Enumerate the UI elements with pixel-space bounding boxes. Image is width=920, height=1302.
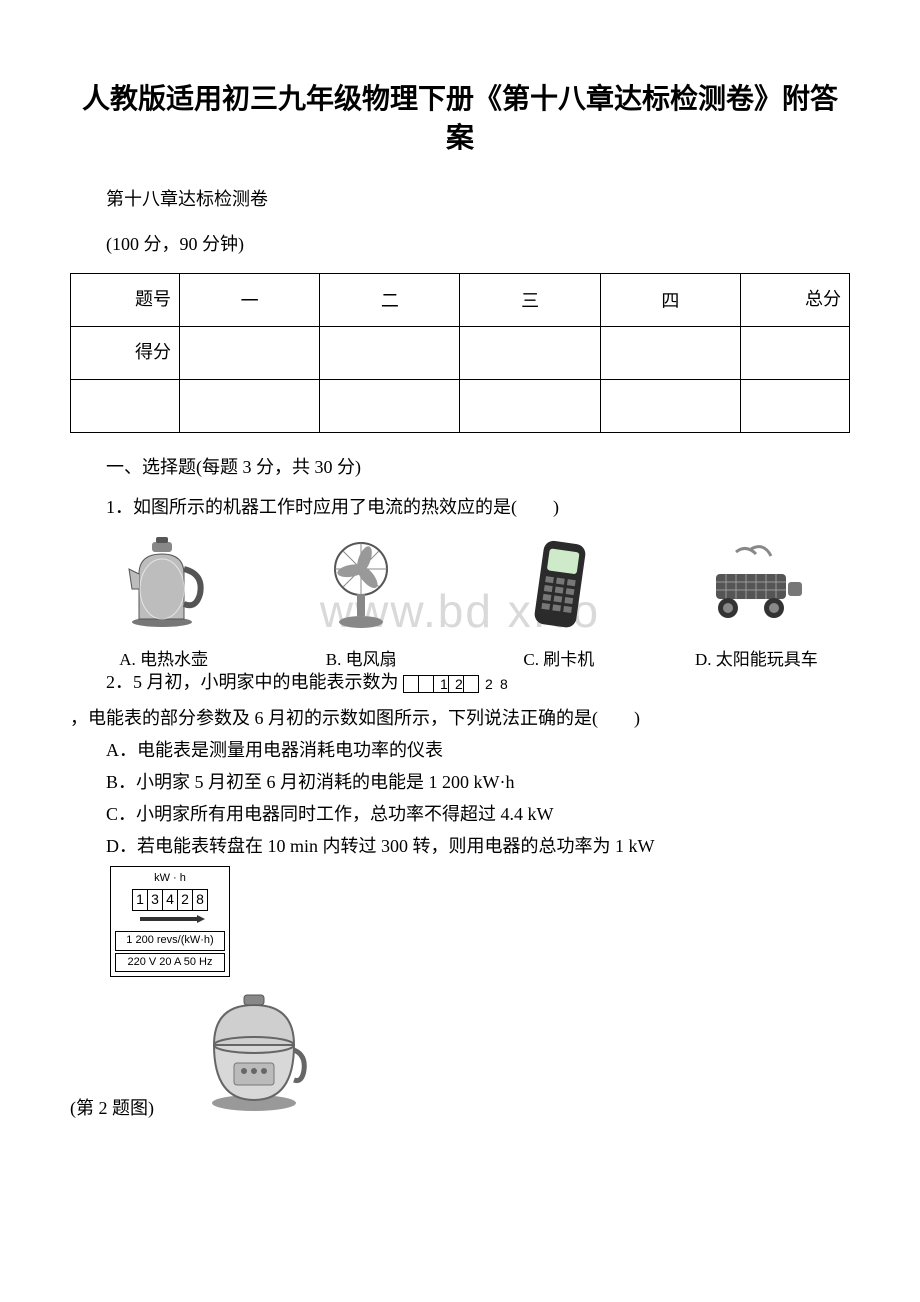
kettle-icon: [94, 529, 234, 639]
energy-meter-figure: kW · h 1 3 4 2 8 1 200 revs/(kW·h) 220 V…: [110, 866, 230, 977]
digit: 2: [449, 676, 464, 692]
digit: 2: [434, 676, 449, 692]
q2-stem-part1: 2．5 月初，小明家中的电能表示数为: [106, 672, 399, 692]
option-caption: C. 刷卡机: [523, 645, 594, 670]
digit: 3: [148, 890, 163, 910]
meter-revs: 1 200 revs/(kW·h): [115, 931, 225, 950]
q1-options-row: A. 电热水壶 B. 电风扇: [70, 529, 850, 670]
digit: 2: [419, 676, 434, 692]
col-header-label: 题号: [71, 273, 180, 326]
chapter-subtitle: 第十八章达标检测卷: [70, 182, 850, 216]
blank-cell: [600, 379, 740, 432]
solarcar-icon: [686, 529, 826, 639]
col-three: 三: [460, 273, 600, 326]
blank-cell: [740, 379, 849, 432]
score-cell: [460, 326, 600, 379]
blank-cell: [460, 379, 600, 432]
blank-cell: [180, 379, 320, 432]
q2-option-d: D．若电能表转盘在 10 min 内转过 300 转，则用电器的总功率为 1 k…: [70, 832, 850, 858]
q2-stem-line2: ，电能表的部分参数及 6 月初的示数如图所示，下列说法正确的是( ): [70, 704, 850, 730]
col-two: 二: [320, 273, 460, 326]
score-table: 题号 一 二 三 四 总分 得分: [70, 273, 850, 433]
score-cell: [600, 326, 740, 379]
row-score-label: 得分: [71, 326, 180, 379]
meter-rating: 220 V 20 A 50 Hz: [115, 953, 225, 972]
digit: 1: [133, 890, 148, 910]
table-row: 题号 一 二 三 四 总分: [71, 273, 850, 326]
rice-cooker-icon: [194, 985, 314, 1120]
digit: 4: [163, 890, 178, 910]
digit: 8: [464, 676, 478, 692]
meter-unit: kW · h: [115, 871, 225, 886]
meter-digits-may: 1 2 2 2 8: [403, 675, 479, 693]
q1-option-c: C. 刷卡机: [465, 529, 652, 670]
meter-disc-icon: [135, 914, 205, 924]
section-heading: 一、选择题(每题 3 分，共 30 分): [70, 453, 850, 479]
meter-digits-june: 1 3 4 2 8: [132, 889, 208, 911]
q1-option-a: A. 电热水壶: [70, 529, 257, 670]
option-caption: B. 电风扇: [326, 645, 397, 670]
q1-stem: 1．如图所示的机器工作时应用了电流的热效应的是( ): [70, 493, 850, 519]
time-score-line: (100 分，90 分钟): [70, 227, 850, 261]
q2-option-b: B．小明家 5 月初至 6 月初消耗的电能是 1 200 kW·h: [70, 768, 850, 794]
q2-option-a: A．电能表是测量用电器消耗电功率的仪表: [70, 736, 850, 762]
cardreader-icon: [489, 529, 629, 639]
option-caption: D. 太阳能玩具车: [695, 645, 818, 670]
digit: 8: [193, 890, 207, 910]
col-one: 一: [180, 273, 320, 326]
q2-stem-line1: 2．5 月初，小明家中的电能表示数为 1 2 2 2 8: [70, 668, 850, 694]
score-cell: [180, 326, 320, 379]
option-caption: A. 电热水壶: [119, 645, 208, 670]
figure-caption: (第 2 题图): [70, 1094, 154, 1120]
col-four: 四: [600, 273, 740, 326]
score-cell: [740, 326, 849, 379]
q1-option-d: D. 太阳能玩具车: [663, 529, 850, 670]
blank-cell: [71, 379, 180, 432]
table-row: [71, 379, 850, 432]
q1-option-b: B. 电风扇: [268, 529, 455, 670]
q2-option-c: C．小明家所有用电器同时工作，总功率不得超过 4.4 kW: [70, 800, 850, 826]
label-text: 题号: [83, 289, 171, 311]
score-cell: [320, 326, 460, 379]
energy-meter-icon: kW · h 1 3 4 2 8 1 200 revs/(kW·h) 220 V…: [110, 866, 230, 977]
digit: 1: [404, 676, 419, 692]
q2-figure-row: (第 2 题图): [70, 985, 850, 1120]
label-text: 总分: [753, 289, 841, 311]
blank-cell: [320, 379, 460, 432]
col-total: 总分: [740, 273, 849, 326]
label-text: 得分: [83, 342, 171, 364]
table-row: 得分: [71, 326, 850, 379]
digit: 2: [178, 890, 193, 910]
page-title: 人教版适用初三九年级物理下册《第十八章达标检测卷》附答案: [70, 80, 850, 158]
fan-icon: [291, 529, 431, 639]
